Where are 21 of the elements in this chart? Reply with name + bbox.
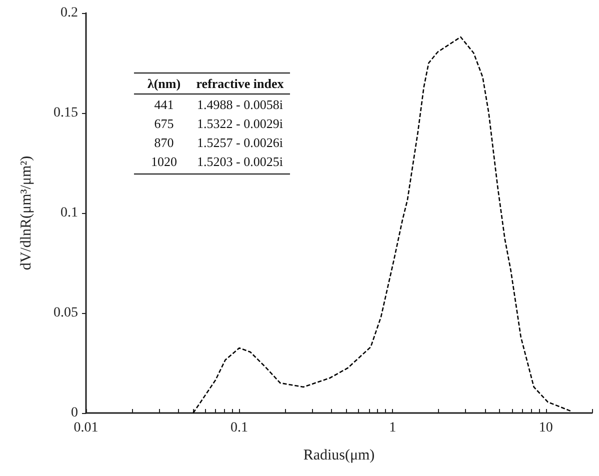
annotation: 1.5257 - 0.0026i [197,135,284,150]
y-tick-label: 0.05 [54,306,78,320]
annotation: 675 [154,116,174,131]
y-axis-title: dV/dlnR(μm³/μm²) [18,156,34,270]
annotation: 1.5322 - 0.0029i [197,116,284,131]
annotation: 870 [154,135,174,150]
y-tick-label: 0.2 [60,6,78,20]
annotation: 441 [154,97,174,112]
annotation: 1020 [151,154,177,169]
y-tick-label: 0.15 [54,106,78,120]
x-tick-label: 10 [538,420,553,436]
annotation: 1.5203 - 0.0025i [197,154,284,169]
x-tick-label: 1 [389,420,396,436]
annotation: refractive index [196,76,284,91]
y-tick-label: 0.1 [60,206,78,220]
annotation: λ(nm) [147,76,181,91]
x-tick-label: 0.01 [74,420,98,436]
y-tick-label: 0 [71,406,78,420]
x-tick-label: 0.1 [230,420,248,436]
x-axis-title: Radius(μm) [303,448,375,464]
annotation: 1.4988 - 0.0058i [197,97,284,112]
